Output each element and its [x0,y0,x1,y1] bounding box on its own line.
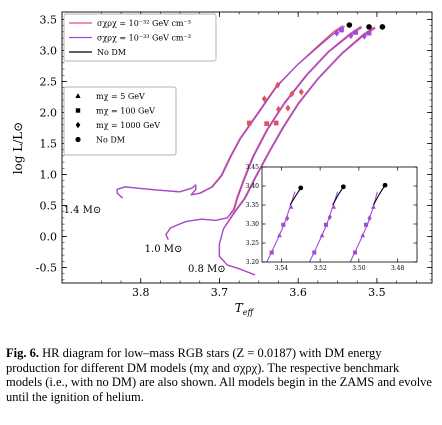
inset-y-tick-label: 3.25 [246,240,260,247]
inset-y-tick-label: 3.30 [246,221,260,228]
mass-label: 1.0 M⊙ [145,244,183,255]
inset-square-marker [270,250,274,254]
inset-circle-marker [341,184,346,189]
y-tick-label: 2.0 [40,106,58,119]
legend-marker-label: No DM [96,136,125,145]
y-tick-label: 1.0 [40,168,58,181]
inset-x-tick-label: 3.52 [313,265,327,272]
hr-diagram-figure: 3.8 3.7 3.6 3.5 3.5 3.0 2.5 2.0 1.5 1.0 0.5 0.0 -0.5… [0,0,442,340]
legend-circle-marker [75,137,80,142]
y-tick-label: 0.5 [40,199,58,212]
diamond-marker [299,88,304,95]
circle-marker [347,22,353,28]
x-axis-label: Teff [235,301,255,317]
y-axis-label: log L/L⊙ [11,122,25,175]
square-marker [274,121,279,126]
inset-y-tick-label: 3.45 [246,164,260,171]
inset-circle-marker [383,183,388,188]
caption-label: Fig. 6. [6,346,39,360]
inset-square-marker [364,223,368,227]
y-tick-label: 1.5 [40,137,58,150]
legend-line-label: No DM [97,48,126,57]
x-tick-label: 3.5 [368,286,386,299]
legend-square-marker [76,108,80,112]
marker-legend: mχ = 5 GeV mχ = 100 GeV mχ = 1000 GeV No DM [64,87,176,155]
line-legend: σχρχ = 10⁻³² GeV cm⁻³ σχρχ = 10⁻³³ GeV cm… [64,14,216,61]
y-tick-label: 3.0 [40,44,58,57]
inset-x-tick-label: 3.48 [391,265,405,272]
figure-caption: Fig. 6. HR diagram for low–mass RGB star… [6,346,438,404]
inset-circle-marker [298,186,303,191]
inset-x-tick-label: 3.50 [352,265,366,272]
inset-y-tick-label: 3.35 [246,202,260,209]
inset-square-marker [324,223,328,227]
inset-square-marker [353,250,357,254]
legend-line-label: σχρχ = 10⁻³² GeV cm⁻³ [97,19,191,28]
y-tick-label: 0.0 [40,230,58,243]
circle-marker [366,24,372,30]
diamond-marker [285,105,290,112]
inset-y-tick-label: 3.20 [246,259,260,266]
square-marker [367,31,372,36]
legend-marker-label: mχ = 100 GeV [96,107,155,116]
circle-marker [380,24,386,30]
square-marker [339,28,344,33]
inset-square-marker [281,223,285,227]
square-marker [264,121,269,126]
inset-square-marker [312,250,316,254]
legend-line-label: σχρχ = 10⁻³³ GeV cm⁻³ [97,34,191,43]
mass-label: 0.8 M⊙ [188,264,226,275]
legend-marker-label: mχ = 5 GeV [96,92,145,101]
diamond-marker [276,106,281,113]
square-marker [247,121,252,126]
caption-text: HR diagram for low–mass RGB stars (Z = 0… [6,346,432,404]
inset-x-tick-label: 3.54 [275,265,289,272]
x-tick-label: 3.7 [211,286,229,299]
inset-plot: 3.54 3.52 3.50 3.48 3.45 3.40 3.35 3.30 3.25 3.20 [246,164,417,272]
mass-label: 1.4 M⊙ [64,205,102,216]
inset-y-tick-label: 3.40 [246,183,260,190]
square-marker [353,30,358,35]
legend-marker-label: mχ = 1000 GeV [96,121,160,130]
y-tick-label: 3.5 [40,13,58,26]
x-tick-label: 3.6 [289,286,307,299]
x-tick-label: 3.8 [132,286,150,299]
y-tick-label: 2.5 [40,75,58,88]
y-tick-label: -0.5 [36,261,57,274]
